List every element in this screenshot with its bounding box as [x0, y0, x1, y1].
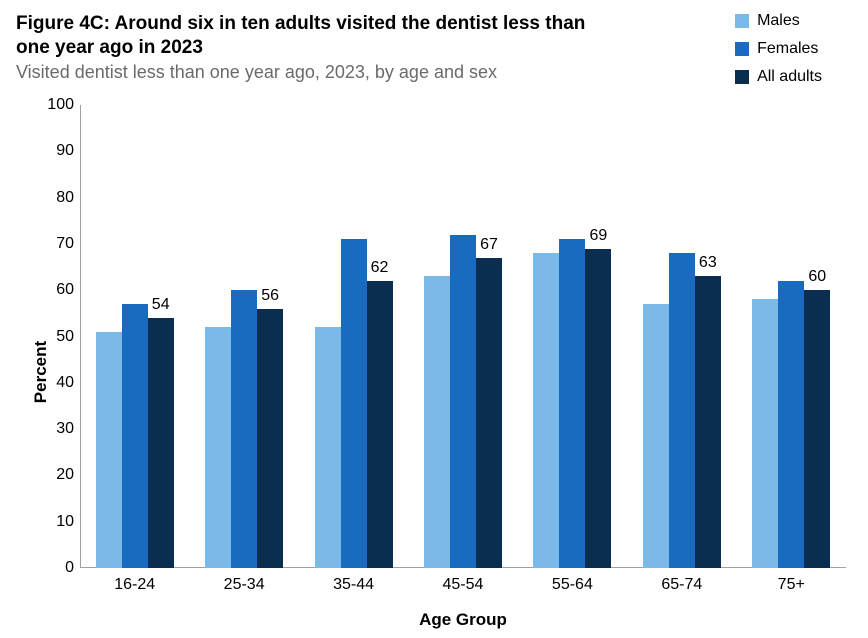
y-tick: 100 [34, 96, 74, 114]
legend-item: Males [735, 12, 822, 30]
y-tick: 70 [34, 235, 74, 253]
y-tick: 60 [34, 281, 74, 299]
bar [752, 299, 778, 568]
bar-value-label: 62 [371, 259, 389, 277]
x-tick: 55-64 [552, 576, 593, 594]
bar: 63 [695, 276, 721, 568]
y-axis-label: Percent [31, 340, 51, 402]
legend-label: All adults [757, 68, 822, 86]
bar-group: 5625-34 [189, 105, 298, 568]
bar [559, 239, 585, 568]
y-tick: 90 [34, 142, 74, 160]
bar [533, 253, 559, 568]
y-tick: 40 [34, 374, 74, 392]
bar-value-label: 56 [261, 287, 279, 305]
bar-group: 6745-54 [408, 105, 517, 568]
bar [122, 304, 148, 568]
x-tick: 65-74 [661, 576, 702, 594]
bar [778, 281, 804, 568]
bar-group: 6075+ [737, 105, 846, 568]
y-tick: 20 [34, 466, 74, 484]
x-tick: 35-44 [333, 576, 374, 594]
bars: 67 [424, 235, 502, 568]
page-subtitle: Visited dentist less than one year ago, … [16, 62, 616, 83]
legend-item: All adults [735, 68, 822, 86]
bar-value-label: 69 [589, 227, 607, 245]
legend: Males Females All adults [735, 12, 852, 96]
x-tick: 45-54 [443, 576, 484, 594]
bar: 54 [148, 318, 174, 568]
legend-swatch [735, 42, 749, 56]
bar [341, 239, 367, 568]
bar: 67 [476, 258, 502, 568]
page-title: Figure 4C: Around six in ten adults visi… [16, 12, 616, 60]
bar [96, 332, 122, 568]
bars: 62 [315, 239, 393, 568]
chart-area: Percent 5416-245625-346235-446745-546955… [0, 105, 868, 638]
bars: 54 [96, 304, 174, 568]
bars: 69 [533, 239, 611, 568]
bar: 56 [257, 309, 283, 568]
bar: 60 [804, 290, 830, 568]
bar-group: 6365-74 [627, 105, 736, 568]
plot: 5416-245625-346235-446745-546955-646365-… [80, 105, 846, 568]
legend-label: Males [757, 12, 800, 30]
bar-value-label: 67 [480, 236, 498, 254]
y-tick: 50 [34, 328, 74, 346]
bar [424, 276, 450, 568]
y-tick: 0 [34, 559, 74, 577]
y-tick: 10 [34, 513, 74, 531]
bar [315, 327, 341, 568]
legend-label: Females [757, 40, 818, 58]
x-tick: 16-24 [114, 576, 155, 594]
bar [231, 290, 257, 568]
x-tick: 75+ [778, 576, 805, 594]
legend-swatch [735, 14, 749, 28]
bar-group: 6235-44 [299, 105, 408, 568]
bar-value-label: 63 [699, 254, 717, 272]
legend-item: Females [735, 40, 822, 58]
bar [643, 304, 669, 568]
legend-swatch [735, 70, 749, 84]
x-axis-label: Age Group [80, 610, 846, 630]
bars: 60 [752, 281, 830, 568]
bars: 63 [643, 253, 721, 568]
bar: 62 [367, 281, 393, 568]
bar: 69 [585, 249, 611, 568]
bar [669, 253, 695, 568]
y-tick: 30 [34, 420, 74, 438]
bar-group: 5416-24 [80, 105, 189, 568]
bar [450, 235, 476, 568]
bar [205, 327, 231, 568]
y-tick: 80 [34, 189, 74, 207]
bar-value-label: 54 [152, 296, 170, 314]
bar-group: 6955-64 [518, 105, 627, 568]
bar-value-label: 60 [808, 268, 826, 286]
bars: 56 [205, 290, 283, 568]
x-tick: 25-34 [224, 576, 265, 594]
